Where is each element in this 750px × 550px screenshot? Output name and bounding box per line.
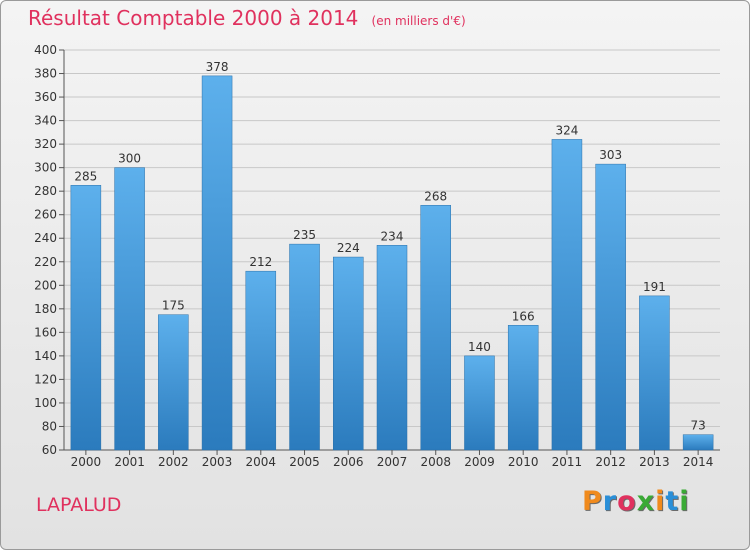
logo-letter: t: [665, 486, 680, 517]
bar-2003: [201, 75, 233, 451]
bar-2007: [376, 245, 408, 451]
data-labels: 285 300 175 378 212 235 224 234 268 140 166 324 303 1…: [74, 60, 705, 433]
data-label-2012: 303: [599, 148, 622, 162]
x-tick-label-2004: 2004: [246, 455, 277, 469]
y-tick-label: 300: [34, 161, 57, 175]
bar-2002: [158, 314, 189, 451]
data-label-2013: 191: [643, 280, 666, 294]
y-tick-label: 160: [34, 325, 57, 339]
x-tick-label-2012: 2012: [595, 455, 626, 469]
logo-letter: o: [617, 486, 637, 517]
data-label-2011: 324: [555, 123, 578, 137]
logo-letter: P: [582, 486, 603, 517]
bar-2011: [551, 139, 583, 451]
x-tick-label-2014: 2014: [683, 455, 714, 469]
data-label-2002: 175: [162, 299, 185, 313]
y-tick-label: 220: [34, 255, 57, 269]
data-label-2004: 212: [249, 255, 272, 269]
commune-name: LAPALUD: [36, 494, 122, 516]
y-tick-label: 360: [34, 90, 57, 104]
x-tick-label-2013: 2013: [639, 455, 670, 469]
chart-title-block: Résultat Comptable 2000 à 2014 (en milli…: [28, 6, 466, 30]
x-tick-label-2007: 2007: [377, 455, 408, 469]
x-tick-label-2010: 2010: [508, 455, 539, 469]
y-tick-label: 320: [34, 137, 57, 151]
y-tick-label: 120: [34, 372, 57, 386]
logo-letter: x: [636, 486, 656, 517]
bar-2009: [464, 355, 495, 451]
logo-letter: r: [602, 486, 618, 517]
data-label-2008: 268: [424, 189, 447, 203]
x-tick-label-2011: 2011: [552, 455, 583, 469]
bar-2013: [639, 295, 670, 451]
chart-title: Résultat Comptable 2000 à 2014: [28, 6, 359, 30]
data-label-2003: 378: [206, 60, 229, 74]
x-axis-labels: 2000 2001 2002 2003 2004 2005 2006 2007 2008 2009…: [71, 450, 714, 469]
bar-2001: [114, 167, 145, 451]
x-tick-label-2006: 2006: [333, 455, 364, 469]
y-tick-label: 280: [34, 184, 57, 198]
y-tick-label: 380: [34, 67, 57, 81]
data-label-2001: 300: [118, 152, 141, 166]
chart-unit: (en milliers d'€): [371, 14, 466, 28]
x-tick-label-2002: 2002: [158, 455, 189, 469]
data-label-2006: 224: [337, 241, 360, 255]
bar-2010: [507, 325, 539, 451]
bar-2006: [333, 256, 364, 451]
y-tick-label: 140: [34, 349, 57, 363]
x-tick-label-2005: 2005: [289, 455, 320, 469]
bar-2012: [595, 163, 626, 451]
x-tick-label-2008: 2008: [420, 455, 451, 469]
data-label-2000: 285: [74, 169, 97, 183]
y-tick-label: 240: [34, 231, 57, 245]
data-label-2014: 73: [690, 419, 705, 433]
x-tick-label-2000: 2000: [71, 455, 102, 469]
y-tick-label: 80: [42, 419, 57, 433]
bars: [70, 75, 714, 451]
x-tick-label-2009: 2009: [464, 455, 495, 469]
logo-letter: i: [655, 486, 666, 517]
x-tick-label-2003: 2003: [202, 455, 233, 469]
y-tick-label: 200: [34, 278, 57, 292]
data-label-2010: 166: [512, 309, 535, 323]
logo-letter: i: [679, 486, 690, 517]
bar-2004: [245, 270, 277, 451]
bar-2000: [70, 185, 102, 451]
proxiti-logo: Proxiti: [582, 486, 690, 517]
data-label-2009: 140: [468, 340, 491, 354]
x-tick-label-2001: 2001: [114, 455, 145, 469]
y-tick-label: 180: [34, 302, 57, 316]
data-label-2005: 235: [293, 228, 316, 242]
y-tick-label: 340: [34, 114, 57, 128]
data-label-2007: 234: [381, 229, 404, 243]
y-tick-label: 400: [34, 43, 57, 57]
y-tick-label: 60: [42, 443, 57, 457]
y-tick-label: 260: [34, 208, 57, 222]
bar-2005: [289, 243, 320, 451]
bar-2014: [682, 434, 714, 451]
bar-2008: [420, 205, 451, 451]
y-tick-label: 100: [34, 396, 57, 410]
